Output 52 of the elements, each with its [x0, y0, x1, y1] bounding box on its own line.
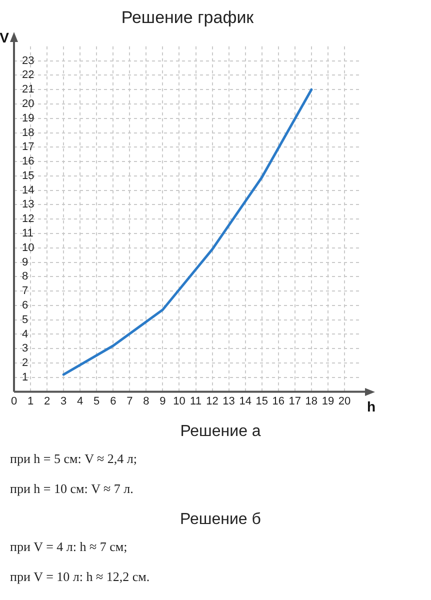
y-tick-label: 14 [22, 184, 34, 196]
y-tick-label: 7 [22, 285, 28, 298]
y-tick-label: 21 [22, 84, 34, 96]
y-tick-label: 1 [22, 371, 28, 384]
y-tick-label: 4 [22, 328, 28, 340]
text: при h = 10 см: V ≈ 7 л. [10, 481, 134, 497]
y-tick-label: 15 [22, 170, 34, 182]
x-tick-label: 7 [126, 395, 133, 408]
y-tick-label: 6 [22, 299, 28, 312]
x-tick-label: 8 [143, 395, 150, 408]
x-tick-label: 16 [272, 395, 285, 408]
text: при h = 5 см: V ≈ 2,4 л; [10, 451, 138, 467]
x-tick-label: 11 [190, 395, 202, 408]
y-tick-label: 17 [22, 141, 34, 154]
x-tick-label: 14 [239, 395, 252, 408]
x-tick-label: 12 [206, 395, 218, 408]
y-tick-label: 16 [22, 156, 34, 168]
text: при V = 10 л: h ≈ 12,2 см. [10, 569, 151, 585]
y-axis-title: V [0, 29, 10, 46]
y-tick-label: 5 [22, 314, 28, 326]
y-tick-label: 8 [22, 270, 28, 283]
x-tick-label: 18 [305, 395, 318, 408]
y-tick-label: 23 [22, 54, 34, 67]
x-tick-label: 4 [77, 395, 84, 408]
text: Решение а [179, 423, 262, 441]
x-axis-title: h [367, 398, 376, 415]
x-tick-label: 17 [288, 395, 302, 408]
x-tick-label: 19 [322, 395, 334, 408]
x-tick-label: 15 [256, 395, 268, 408]
x-tick-label: 0 [10, 395, 18, 408]
y-tick-label: 12 [22, 213, 34, 226]
y-tick-label: 9 [22, 256, 28, 268]
x-tick-label: 5 [94, 395, 100, 408]
x-tick-label: 3 [60, 395, 67, 408]
x-tick-label: 9 [160, 395, 166, 408]
y-tick-label: 20 [22, 98, 34, 110]
x-tick-label: 6 [110, 395, 116, 408]
y-tick-label: 3 [22, 342, 28, 355]
x-tick-label: 2 [44, 395, 50, 408]
y-tick-label: 22 [22, 69, 34, 82]
x-tick-label: 10 [173, 395, 186, 408]
y-tick-label: 13 [22, 198, 34, 211]
chart-title: Решение график [121, 8, 254, 27]
y-tick-label: 2 [22, 357, 28, 370]
y-tick-label: 18 [22, 126, 34, 139]
text: при V = 4 л: h ≈ 7 см; [10, 539, 128, 555]
x-tick-label: 20 [338, 395, 351, 408]
y-tick-label: 11 [22, 228, 34, 240]
x-tick-label: 13 [222, 395, 235, 408]
y-tick-label: 19 [22, 112, 34, 124]
y-tick-label: 10 [22, 242, 34, 254]
text: Решение б [179, 511, 262, 529]
